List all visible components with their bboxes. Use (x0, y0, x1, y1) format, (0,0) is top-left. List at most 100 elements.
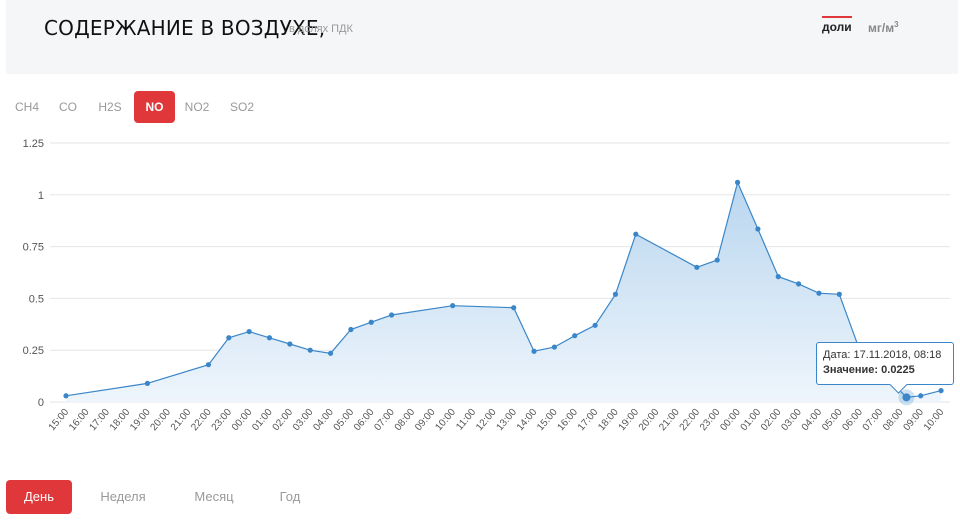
tooltip-value-row: Значение: 0.0225 (823, 363, 953, 378)
tab-no2[interactable]: NO2 (184, 100, 210, 114)
data-point[interactable] (775, 274, 781, 280)
data-point[interactable] (938, 388, 944, 394)
tab-so2[interactable]: SO2 (229, 100, 254, 114)
x-tick-label: 22:00 (189, 407, 214, 434)
data-point[interactable] (348, 326, 354, 333)
data-point[interactable] (572, 333, 578, 339)
data-point[interactable] (592, 322, 598, 328)
unit-toggle-dolya[interactable]: доли (822, 16, 852, 34)
data-point[interactable] (246, 328, 252, 335)
x-tick-label: 00:00 (230, 407, 255, 434)
x-tick-label: 19:00 (128, 407, 153, 434)
period-year-button[interactable]: Год (279, 489, 301, 504)
unit-toggle-mg-m3[interactable]: мг/м3 (868, 20, 899, 35)
tab-h2s[interactable]: H2S (98, 100, 122, 114)
x-tick-label: 03:00 (779, 407, 804, 434)
y-tick-label: 0 (38, 397, 44, 409)
x-tick-label: 21:00 (169, 407, 194, 434)
unit-mg-exponent: 3 (894, 20, 899, 29)
unit-mg-label: мг/м (868, 21, 895, 35)
data-point[interactable] (714, 257, 720, 263)
data-point[interactable] (836, 291, 842, 297)
unit-dolya-label: доли (822, 20, 852, 34)
x-tick-label: 13:00 (494, 407, 519, 434)
tooltip-date-row: Дата: 17.11.2018, 08:18 (823, 348, 953, 363)
data-point[interactable] (816, 290, 822, 296)
x-tick-label: 02:00 (271, 407, 296, 434)
tooltip-value-label: Значение: (823, 364, 879, 376)
x-tick-label: 02:00 (759, 407, 784, 434)
data-point[interactable] (612, 291, 619, 297)
x-tick-label: 16:00 (556, 407, 581, 434)
x-tick-label: 23:00 (698, 407, 723, 434)
x-tick-label: 12:00 (474, 407, 499, 434)
x-tick-label: 14:00 (515, 407, 540, 434)
period-week-button[interactable]: Неделя (100, 489, 146, 504)
x-tick-label: 18:00 (596, 407, 621, 434)
data-point[interactable] (287, 341, 293, 347)
x-tick-label: 06:00 (840, 407, 865, 434)
data-point[interactable] (389, 312, 395, 318)
data-point[interactable] (205, 362, 212, 368)
y-tick-label: 0.25 (23, 345, 44, 357)
tooltip-value: 0.0225 (881, 364, 915, 376)
data-point[interactable] (327, 350, 334, 356)
period-month-button[interactable]: Месяц (194, 489, 234, 504)
series-points (63, 179, 944, 406)
y-tick-label: 0.5 (29, 293, 44, 305)
data-point[interactable] (796, 281, 802, 287)
data-point[interactable] (918, 393, 924, 399)
data-point[interactable] (694, 264, 700, 270)
x-tick-label: 08:00 (393, 407, 418, 434)
x-tick-label: 21:00 (657, 407, 682, 434)
data-point[interactable] (551, 344, 558, 350)
x-tick-label: 09:00 (413, 407, 438, 434)
data-point[interactable] (144, 380, 150, 386)
data-point[interactable] (63, 393, 69, 399)
page-subtitle: в долях ПДК (289, 23, 353, 35)
data-point[interactable] (226, 335, 232, 341)
tooltip-date-value: 17.11.2018, 08:18 (853, 349, 942, 361)
x-axis-ticks: 15:0016:0017:0018:0019:0020:0021:0022:00… (47, 407, 947, 434)
x-tick-label: 09:00 (901, 407, 926, 434)
y-tick-label: 1 (38, 190, 44, 202)
x-tick-label: 20:00 (637, 407, 662, 434)
x-tick-label: 20:00 (149, 407, 174, 434)
data-point[interactable] (368, 319, 374, 325)
tab-no[interactable]: NO (134, 91, 175, 123)
x-tick-label: 03:00 (291, 407, 316, 434)
highlighted-data-point[interactable] (902, 393, 911, 402)
tab-co[interactable]: CO (59, 100, 77, 114)
tooltip-date-label: Дата: (823, 349, 851, 361)
y-axis-ticks: 0 0.25 0.5 0.75 1 1.25 (23, 138, 44, 409)
x-tick-label: 00:00 (718, 407, 743, 434)
x-tick-label: 17:00 (87, 407, 112, 434)
data-point[interactable] (531, 348, 537, 354)
x-tick-label: 05:00 (332, 407, 357, 434)
x-tick-label: 16:00 (67, 407, 92, 434)
data-point[interactable] (633, 231, 639, 237)
x-tick-label: 01:00 (739, 407, 764, 434)
x-tick-label: 15:00 (535, 407, 560, 434)
tab-ch4[interactable]: CH4 (14, 100, 39, 114)
data-point[interactable] (266, 335, 273, 341)
data-point[interactable] (734, 179, 741, 185)
chart-header: СОДЕРЖАНИЕ В ВОЗДУХЕ, в долях ПДК (6, 0, 958, 74)
data-point[interactable] (511, 305, 517, 311)
x-tick-label: 08:00 (881, 407, 906, 434)
x-tick-label: 06:00 (352, 407, 377, 434)
x-tick-label: 04:00 (311, 407, 336, 434)
page-title: СОДЕРЖАНИЕ В ВОЗДУХЕ, (44, 16, 326, 40)
x-tick-label: 07:00 (372, 407, 397, 434)
period-day-button[interactable]: День (6, 480, 72, 514)
x-tick-label: 23:00 (210, 407, 235, 434)
data-point[interactable] (307, 347, 313, 353)
x-tick-label: 22:00 (678, 407, 703, 434)
x-tick-label: 04:00 (800, 407, 825, 434)
series-area (66, 182, 942, 402)
data-point[interactable] (755, 226, 761, 232)
data-point[interactable] (450, 303, 456, 309)
x-tick-label: 18:00 (108, 407, 133, 434)
y-tick-label: 0.75 (23, 242, 44, 254)
